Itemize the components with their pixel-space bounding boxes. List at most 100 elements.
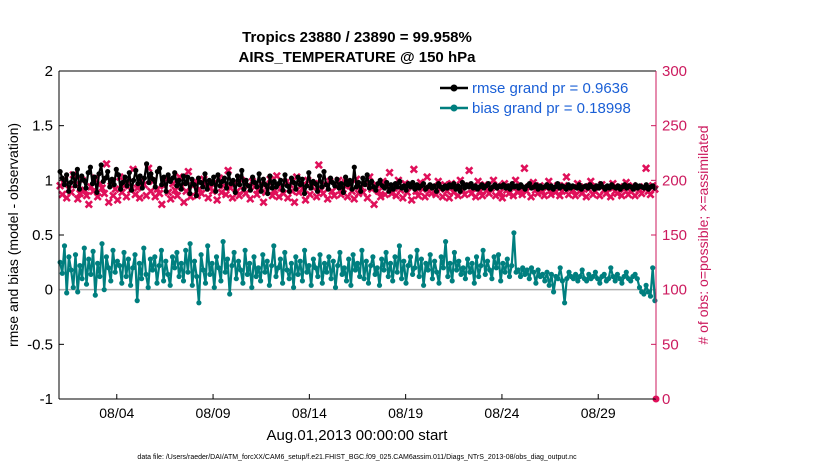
data-point bbox=[118, 186, 124, 192]
data-point bbox=[204, 186, 210, 192]
obs-mark bbox=[228, 193, 237, 202]
data-point bbox=[310, 256, 316, 262]
data-point bbox=[641, 291, 647, 297]
data-point bbox=[356, 179, 362, 186]
data-point bbox=[345, 182, 351, 188]
data-point bbox=[286, 188, 292, 194]
data-point bbox=[357, 273, 363, 280]
data-point bbox=[284, 267, 290, 273]
data-point bbox=[312, 181, 318, 187]
legend: rmse grand pr = 0.9636 bias grand pr = 0… bbox=[434, 76, 644, 120]
data-point bbox=[147, 256, 153, 262]
data-point bbox=[102, 175, 109, 181]
data-point bbox=[313, 265, 319, 271]
data-point bbox=[112, 269, 118, 275]
data-point bbox=[586, 271, 592, 277]
data-point bbox=[528, 265, 535, 271]
data-point bbox=[570, 276, 577, 282]
data-point bbox=[495, 252, 502, 258]
data-point bbox=[77, 263, 83, 269]
data-point bbox=[288, 260, 294, 266]
data-point bbox=[376, 282, 383, 288]
data-point bbox=[72, 183, 78, 189]
data-point bbox=[432, 258, 438, 264]
data-point bbox=[240, 280, 246, 286]
data-point bbox=[150, 176, 156, 182]
y-tick-label: 0.5 bbox=[32, 227, 53, 244]
data-point bbox=[79, 276, 85, 282]
obs-mark bbox=[212, 195, 222, 205]
data-point bbox=[81, 245, 87, 251]
data-point bbox=[341, 265, 347, 271]
data-point bbox=[141, 245, 147, 251]
data-point bbox=[520, 265, 526, 271]
data-point bbox=[478, 263, 484, 269]
data-point bbox=[564, 276, 570, 282]
data-point bbox=[394, 184, 401, 190]
data-point bbox=[213, 188, 219, 194]
data-point bbox=[215, 172, 221, 178]
data-point bbox=[531, 269, 537, 275]
data-point bbox=[301, 190, 308, 197]
obs-mark bbox=[184, 167, 193, 176]
y-tick-label: 2 bbox=[45, 63, 53, 80]
data-point bbox=[462, 276, 468, 282]
data-point bbox=[628, 278, 634, 284]
data-point bbox=[221, 175, 228, 181]
data-point bbox=[255, 265, 261, 271]
data-point bbox=[647, 293, 654, 299]
data-point bbox=[293, 254, 299, 260]
data-point bbox=[253, 273, 259, 280]
y2-tick-label: 50 bbox=[662, 336, 679, 353]
data-point bbox=[507, 186, 513, 192]
y-axis-ticks: -1 -0.5 0 0.5 1 1.5 2 bbox=[27, 63, 64, 408]
obs-mark bbox=[179, 198, 189, 207]
data-point bbox=[200, 184, 206, 190]
obs-mark bbox=[369, 200, 379, 209]
data-point bbox=[262, 269, 268, 275]
data-point bbox=[297, 182, 303, 188]
data-point bbox=[258, 278, 264, 284]
data-point bbox=[555, 276, 561, 282]
data-point bbox=[302, 247, 308, 253]
data-point bbox=[107, 184, 113, 190]
data-point bbox=[401, 258, 407, 264]
data-point bbox=[379, 256, 385, 262]
data-point bbox=[384, 179, 390, 186]
data-point bbox=[293, 186, 299, 192]
data-point bbox=[258, 188, 264, 194]
data-point bbox=[267, 173, 273, 179]
data-point bbox=[362, 182, 368, 188]
data-point bbox=[359, 247, 365, 253]
obs-mark bbox=[526, 192, 536, 201]
obs-mark bbox=[73, 194, 82, 204]
data-point bbox=[416, 273, 422, 280]
data-point bbox=[394, 269, 400, 275]
obs-mark bbox=[283, 193, 292, 202]
data-point bbox=[373, 187, 379, 193]
data-point bbox=[614, 271, 621, 277]
data-point bbox=[198, 252, 204, 258]
y-tick-label: -1 bbox=[40, 391, 53, 408]
data-point bbox=[119, 280, 125, 286]
data-point bbox=[133, 167, 139, 174]
y2-tick-label: 300 bbox=[662, 63, 687, 80]
data-point bbox=[328, 276, 334, 282]
data-point bbox=[306, 263, 312, 269]
data-point bbox=[250, 174, 256, 180]
data-point bbox=[136, 260, 142, 266]
data-point bbox=[185, 269, 191, 275]
data-point bbox=[295, 271, 301, 277]
data-point bbox=[412, 186, 418, 192]
data-point bbox=[128, 282, 134, 288]
obs-mark bbox=[617, 191, 626, 200]
data-point bbox=[120, 179, 126, 186]
data-point bbox=[79, 173, 85, 179]
data-point bbox=[238, 267, 244, 273]
obs-mark bbox=[97, 183, 107, 193]
x-tick-label: 08/04 bbox=[99, 405, 134, 421]
data-point bbox=[226, 171, 232, 177]
data-point bbox=[469, 260, 475, 266]
data-point bbox=[284, 183, 290, 189]
